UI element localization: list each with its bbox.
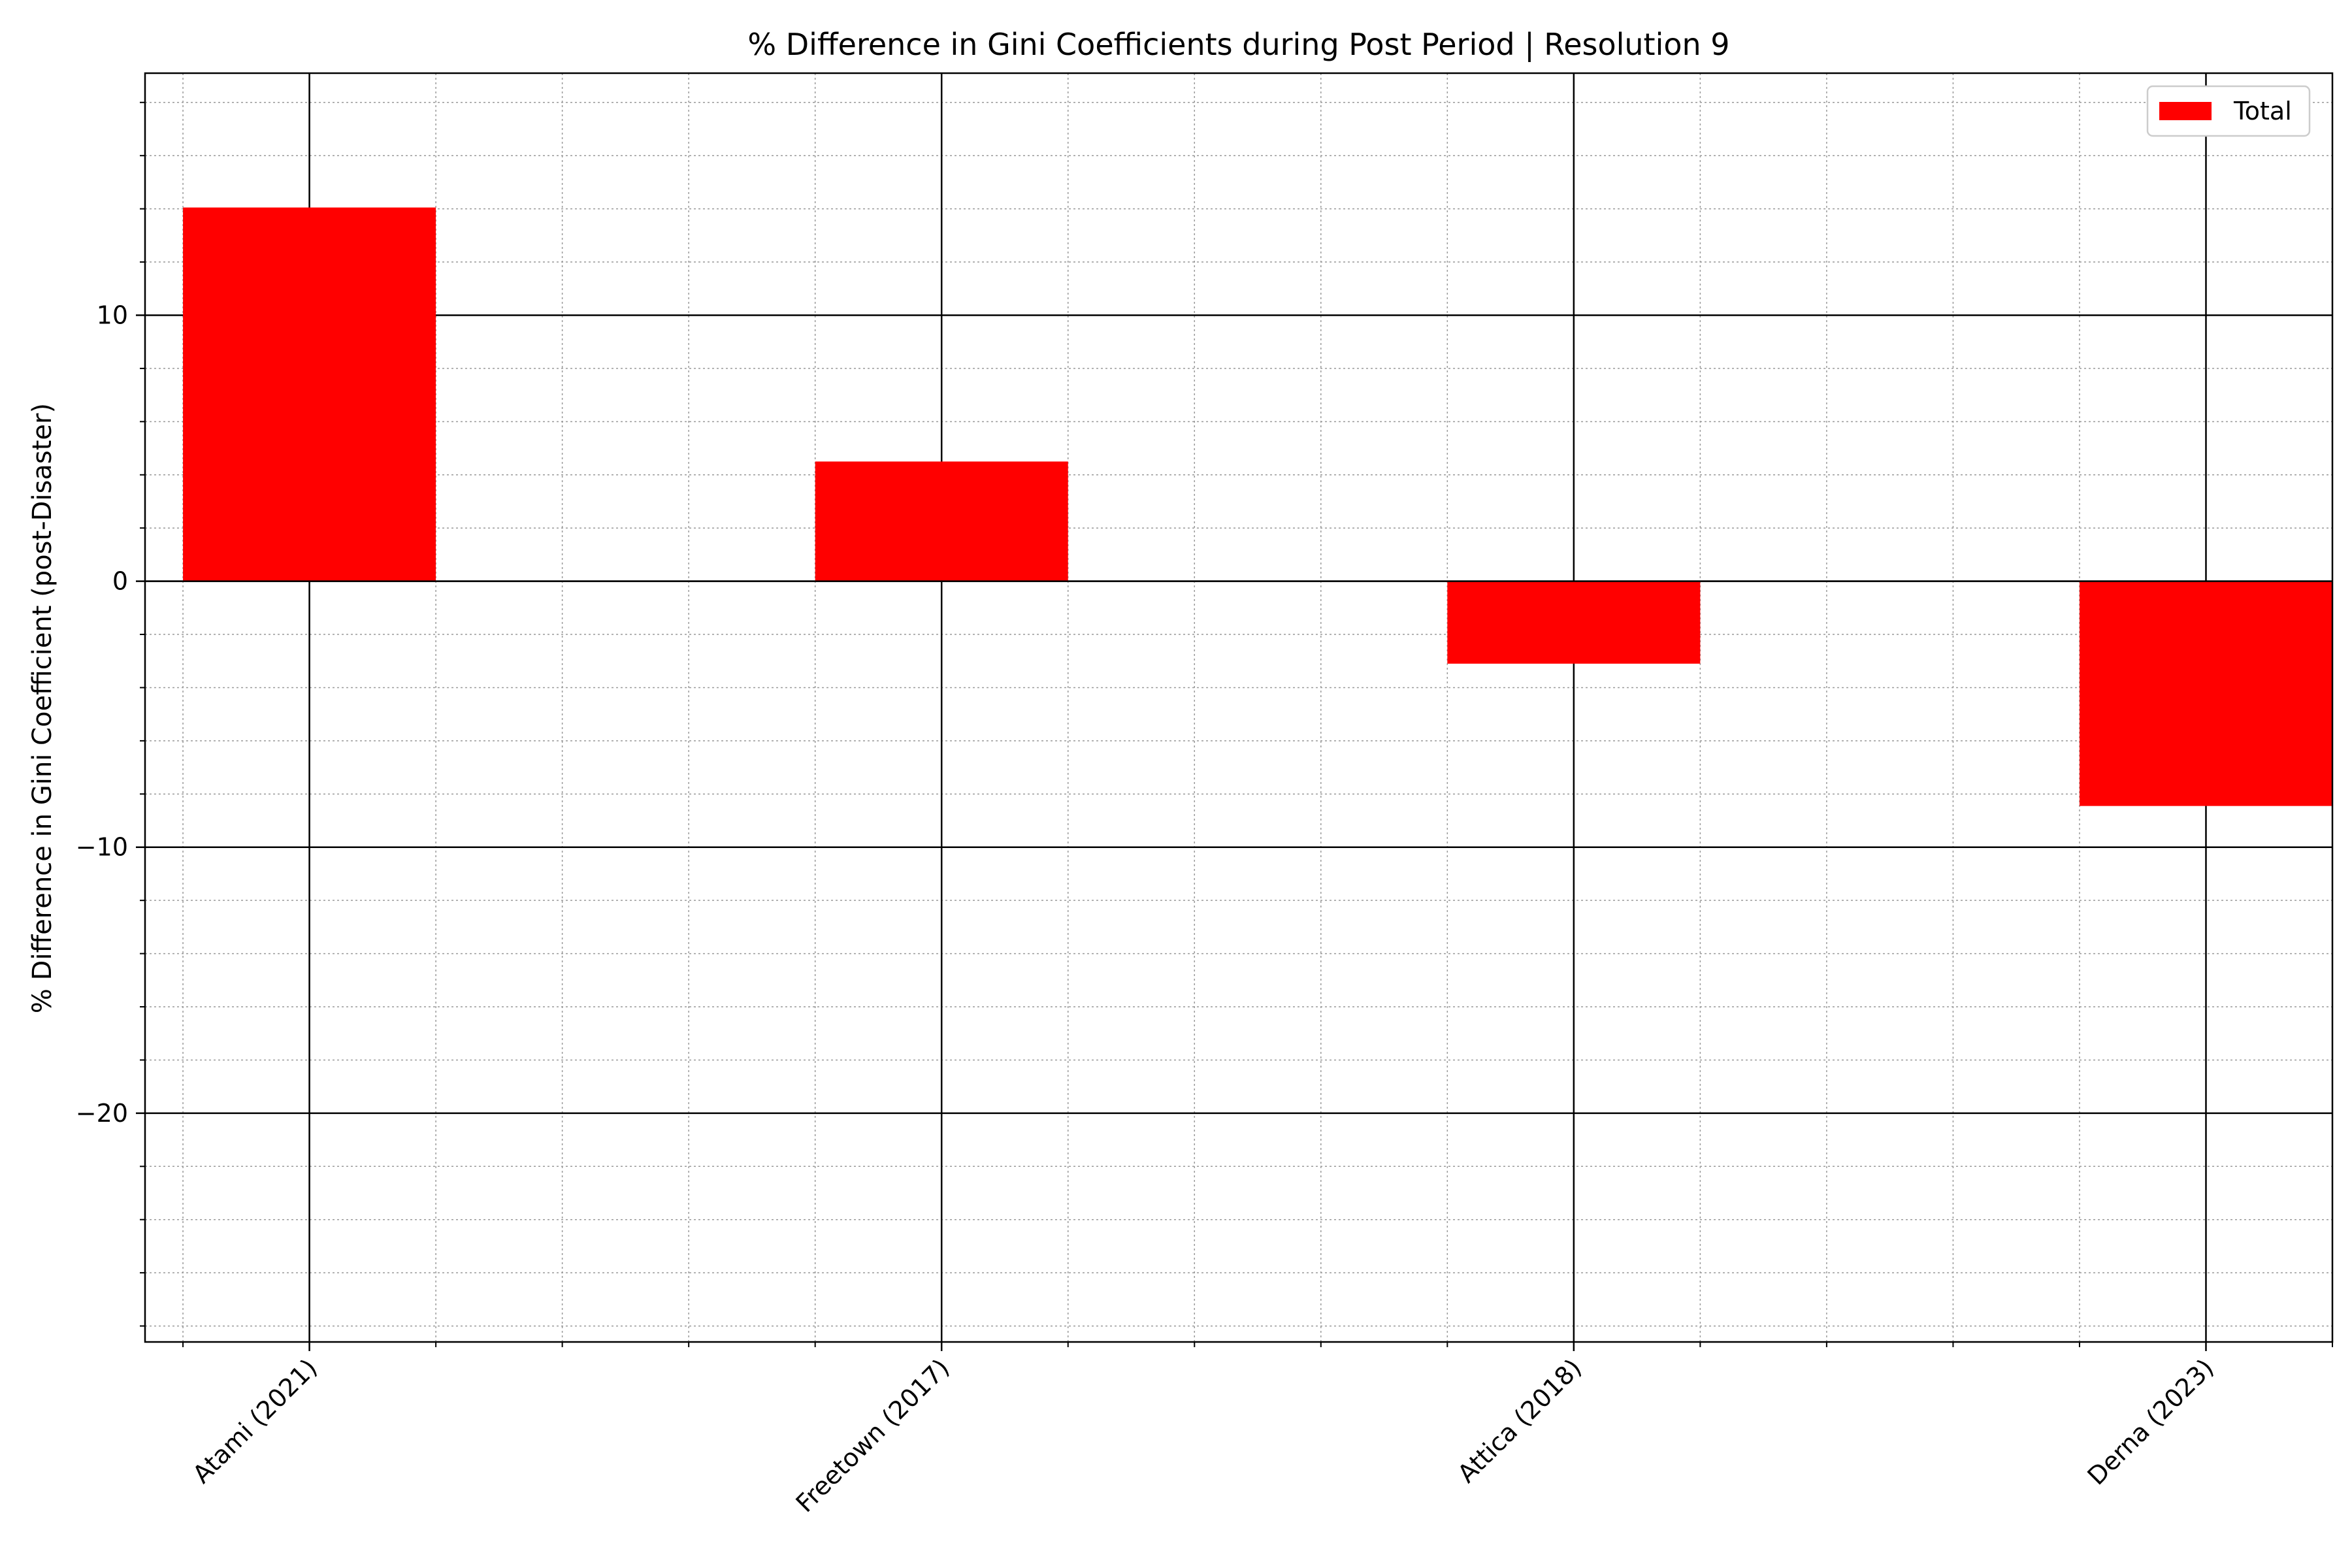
legend-label-total: Total — [2233, 97, 2292, 125]
bar-freetown — [815, 461, 1068, 581]
legend-swatch-total — [2159, 102, 2212, 120]
y-tick-label: 0 — [112, 567, 128, 596]
chart-title: % Difference in Gini Coefficients during… — [747, 27, 1729, 63]
y-tick-label: −20 — [76, 1099, 128, 1128]
plot-frame — [144, 72, 2334, 1343]
y-tick-label: −10 — [76, 833, 128, 862]
bar-attica — [1447, 581, 1701, 664]
bar-derna — [2079, 581, 2332, 806]
y-axis-label: % Difference in Gini Coefficient (post-D… — [27, 403, 57, 1013]
legend-box — [2146, 85, 2311, 137]
y-tick-label: 10 — [97, 301, 128, 329]
legend: Total — [2146, 85, 2311, 137]
bars — [183, 207, 2332, 806]
bar-atami — [183, 207, 436, 581]
minor-grid — [145, 73, 2333, 1342]
y-axis-ticks: −20 −10 0 10 — [76, 101, 145, 1327]
